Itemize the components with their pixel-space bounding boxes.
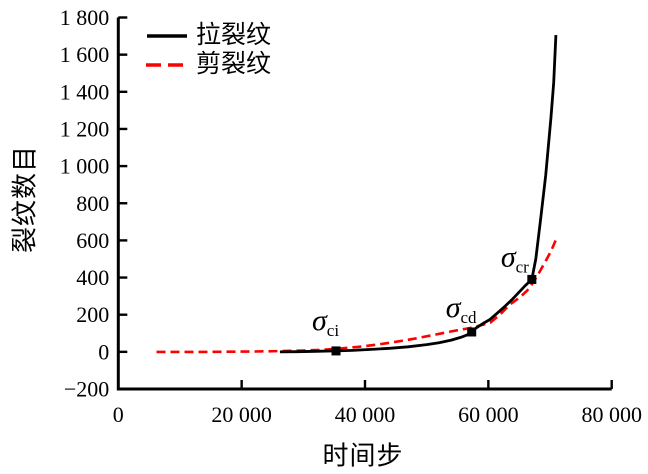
stress-marker-cr: [527, 274, 537, 284]
stress-marker-cd: [467, 327, 477, 337]
legend-item-tensile: 拉裂纹: [144, 21, 271, 50]
y-tick-label: 400: [76, 265, 109, 290]
stress-marker-ci: [331, 346, 341, 356]
y-tick-label: 1 400: [60, 79, 110, 104]
annotation-sigma-ci: σci: [312, 304, 339, 340]
y-tick-label: 1 000: [60, 154, 110, 179]
legend: 拉裂纹 剪裂纹: [144, 21, 271, 79]
y-tick-label: 0: [98, 339, 109, 364]
x-tick-label: 80 000: [581, 402, 642, 427]
annotation-sigma-cd: σcd: [446, 291, 477, 327]
x-axis-title: 时间步: [322, 441, 404, 471]
y-tick-label: 1 800: [60, 5, 110, 30]
x-tick-label: 40 000: [335, 402, 396, 427]
x-tick-label: 60 000: [458, 402, 519, 427]
annotation-subscript-cd: cd: [460, 308, 477, 327]
legend-label-tensile: 拉裂纹: [196, 22, 272, 49]
y-axis-title: 裂纹数目: [10, 144, 40, 254]
shear-crack-curve: [156, 239, 557, 354]
solid-line-swatch: [147, 33, 187, 38]
y-tick-label: 1 200: [60, 116, 110, 141]
x-tick-label: 20 000: [211, 402, 272, 427]
y-tick-label: −200: [64, 377, 109, 402]
y-tick-label: 1 600: [60, 42, 110, 67]
legend-item-shear: 剪裂纹: [144, 50, 271, 79]
dashed-line-swatch: [146, 62, 188, 67]
annotation-subscript-cr: cr: [516, 257, 530, 276]
y-tick-label: 200: [76, 302, 109, 327]
annotation-subscript-ci: ci: [327, 321, 340, 340]
y-tick-label: 600: [76, 228, 109, 253]
y-tick-label: 800: [76, 191, 109, 216]
x-tick-label: 0: [113, 402, 124, 427]
annotation-sigma-cr: σcr: [501, 240, 529, 276]
legend-label-shear: 剪裂纹: [196, 51, 272, 78]
